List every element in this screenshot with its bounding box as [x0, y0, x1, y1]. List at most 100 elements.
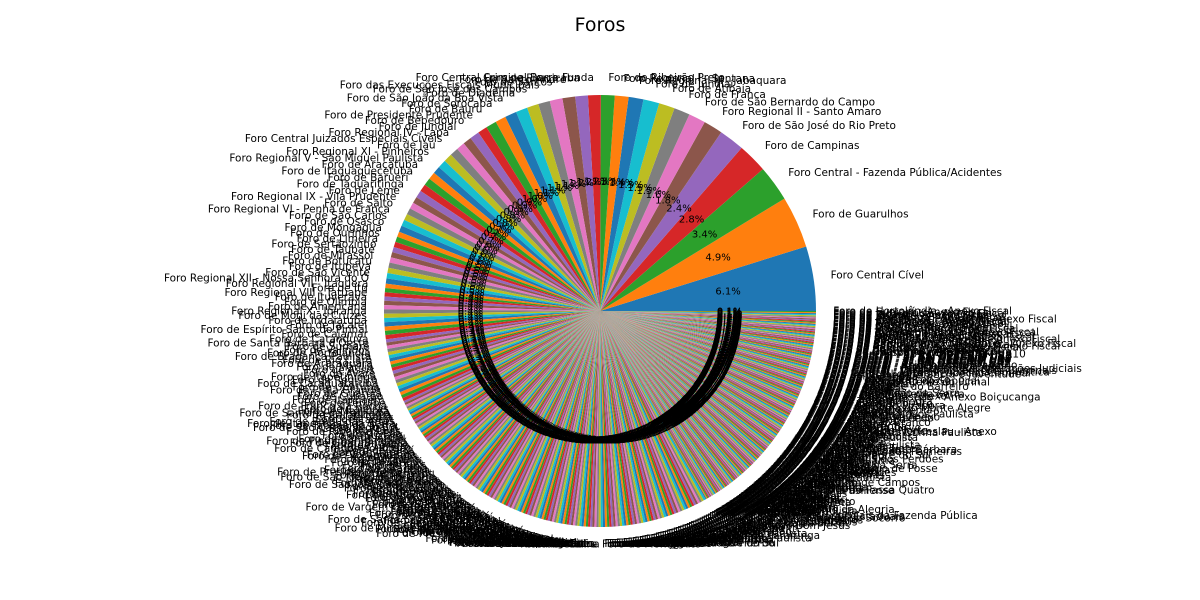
slice-percentage: 0.1%: [699, 371, 724, 382]
pie-slice: [600, 311, 811, 362]
pie-slice: [600, 311, 715, 495]
pie-slice: [581, 311, 600, 527]
pie-slice: [600, 311, 760, 458]
pie-slice: [600, 311, 807, 377]
slice-percentage: 0.2%: [539, 426, 564, 437]
slice-percentage: 0.1%: [674, 402, 699, 413]
slice-label: Foro de Eldorado: [398, 509, 487, 521]
slice-percentage: 0.2%: [473, 366, 498, 377]
slice-percentage: 0.2%: [492, 394, 517, 405]
slice-percentage: 0.1%: [715, 325, 740, 336]
slice-label: Foro de Rio Claro: [282, 355, 372, 367]
pie-slice: [475, 311, 600, 489]
slice-label: Foro de José Bonifácio: [459, 537, 575, 549]
slice-percentage: 0.6%: [471, 250, 496, 261]
slice-label: Foro de Itupeva: [289, 261, 371, 273]
slice-label: Foro de Batatais: [354, 475, 440, 487]
pie-slice: [575, 311, 600, 526]
slice-label: Foro de Óleo: [810, 407, 876, 420]
slice-percentage: 0.1%: [696, 377, 721, 388]
pie-slice: [509, 311, 600, 508]
slice-percentage: 0.1%: [678, 399, 703, 410]
pie-slice: [600, 311, 815, 338]
pie-slice: [600, 311, 710, 498]
slice-label: Foro de Martinópolis: [420, 527, 527, 539]
pie-slice: [600, 311, 693, 508]
slice-percentage: 0.1%: [714, 332, 739, 343]
slice-percentage: 0.4%: [458, 317, 483, 328]
slice-percentage: 0.1%: [713, 339, 738, 350]
slice-label: Foro de Pacaembu: [417, 522, 514, 534]
slice-percentage: 0.2%: [483, 383, 508, 394]
slice-percentage: 0.2%: [479, 378, 504, 389]
slice-percentage: 0.1%: [710, 348, 735, 359]
slice-label: Foro de Votuporanga: [307, 449, 417, 461]
slice-label: Foro de Araçoiaba da Serra: [775, 460, 918, 472]
slice-label: Foro de Reginópolis: [745, 488, 848, 500]
pie-slice: [575, 95, 600, 311]
slice-label: Foro de Cubatão: [297, 391, 383, 403]
slice-label: Foro de Mairinque: [777, 457, 871, 469]
pie-slice: [600, 311, 816, 314]
slice-label: Foro de Brodowski: [723, 504, 819, 516]
pie-slice: [600, 311, 783, 428]
pie-slice: [600, 311, 815, 339]
pie-slice: [600, 311, 716, 494]
slice-label: Foro de Caraguatatuba: [257, 378, 378, 390]
pie-slice: [393, 311, 600, 378]
pie-slice: [406, 311, 600, 409]
slice-label: Foro de Igaratá: [823, 373, 903, 385]
slice-label: Foro de Cândido Mota: [384, 515, 499, 527]
slice-label: Foro de Presidente Prudente - Anexo Fisc…: [833, 314, 1057, 326]
pie-slice: [481, 311, 600, 493]
pie-slice: [600, 311, 723, 490]
slice-percentage: 0.1%: [707, 356, 732, 367]
slice-label: Foro de Neves Paulista: [732, 497, 851, 509]
slice-percentage: 0.6%: [476, 239, 501, 250]
pie-slice: [468, 311, 600, 484]
slice-label: Foro de Salto Grande: [808, 411, 919, 423]
slice-label: Foro de Espírito Santo do Pinhal: [201, 324, 368, 336]
slice-label: Foro de Itatinga: [473, 534, 556, 546]
slice-label: Foro de Sarapuí: [813, 401, 897, 413]
slice-label: Foro de Santo André: [459, 74, 566, 86]
slice-label: Foro de São Simão: [751, 483, 849, 495]
slice-percentage: 0.2%: [477, 374, 502, 385]
pie-slice: [404, 311, 600, 405]
pie-slice: [479, 311, 600, 492]
slice-label: Foro de Pereira Barreto: [734, 496, 855, 508]
pie-slice: [600, 311, 714, 496]
slice-percentage: 0.2%: [555, 432, 580, 443]
pie-slice: [600, 311, 798, 399]
pie-slice: [600, 311, 739, 478]
pie-slice: [600, 311, 765, 453]
slice-label: Foro de Araras: [630, 536, 707, 548]
slice-percentage: 0.1%: [680, 396, 705, 407]
slice-percentage: 1.3%: [592, 177, 617, 188]
slice-label: Foro de Pirajuí: [744, 489, 820, 501]
slice-label: Foro Central - Registros Públicos: [826, 362, 995, 374]
slice-label: Foro de Socorro: [639, 535, 721, 547]
pie-slice: [467, 311, 600, 483]
pie-slice: [406, 208, 600, 311]
slice-label: Foro de Ipuã: [715, 508, 780, 520]
slice-label: Foro de Manduri: [810, 407, 895, 419]
pie-slice: [429, 311, 600, 445]
pie-slice: [600, 311, 695, 507]
slice-percentage: 0.1%: [663, 411, 688, 422]
slice-label: Foro de Guararema: [684, 523, 786, 535]
slice-percentage: 0.1%: [717, 310, 742, 321]
slice-label: Foro de Altinópolis: [721, 505, 818, 517]
slice-label: Foro de Bom Jesus dos Perdões: [780, 453, 944, 465]
slice-label: Foro de Marília: [296, 361, 373, 373]
slice-label: Foro de Pinhalzinho: [782, 451, 884, 463]
pie-slice: [600, 311, 808, 374]
slice-percentage: 0.3%: [465, 348, 490, 359]
slice-label: Foro de São José do Barreiro: [821, 381, 969, 393]
pie-slice: [387, 311, 600, 353]
pie-slice: [600, 311, 800, 394]
slice-label: Foro de Pariquera-Açu: [369, 508, 484, 520]
slice-label: Foro Regional IV - Lapa: [328, 127, 449, 139]
pie-slice: [399, 225, 600, 311]
pie-slice: [600, 311, 784, 427]
